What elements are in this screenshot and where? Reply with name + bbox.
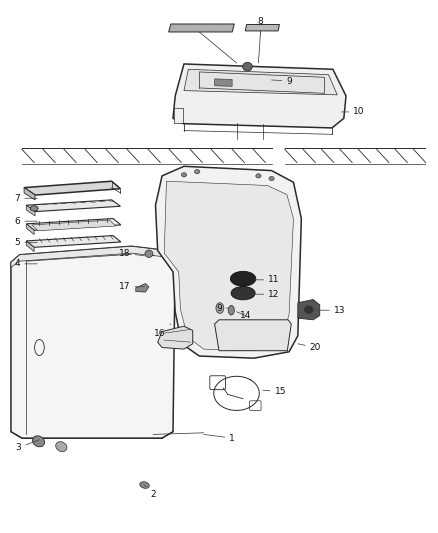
Ellipse shape: [228, 305, 234, 315]
Polygon shape: [215, 320, 291, 351]
Ellipse shape: [181, 173, 187, 177]
Polygon shape: [24, 188, 35, 200]
Polygon shape: [158, 326, 193, 349]
Ellipse shape: [230, 271, 256, 286]
Ellipse shape: [32, 436, 45, 447]
Text: 11: 11: [254, 276, 279, 284]
Text: 8: 8: [258, 17, 264, 35]
Polygon shape: [164, 181, 293, 351]
Polygon shape: [184, 69, 337, 95]
Polygon shape: [11, 246, 175, 268]
Ellipse shape: [145, 250, 153, 257]
Polygon shape: [11, 246, 175, 438]
Polygon shape: [155, 166, 301, 358]
FancyBboxPatch shape: [198, 185, 258, 199]
Text: 6: 6: [14, 217, 37, 225]
Polygon shape: [26, 241, 34, 252]
Text: 10: 10: [342, 108, 365, 116]
Polygon shape: [136, 284, 149, 292]
Text: 2: 2: [145, 485, 156, 499]
Ellipse shape: [243, 62, 252, 71]
Text: 4: 4: [15, 260, 37, 268]
Text: 9: 9: [216, 304, 228, 312]
Ellipse shape: [304, 306, 313, 313]
Ellipse shape: [216, 303, 224, 313]
Polygon shape: [32, 220, 116, 231]
Polygon shape: [26, 236, 121, 247]
Text: 1: 1: [204, 434, 235, 442]
Polygon shape: [24, 181, 120, 195]
Polygon shape: [26, 200, 120, 212]
Text: 18: 18: [119, 249, 145, 257]
Text: 5: 5: [14, 238, 37, 247]
Ellipse shape: [30, 206, 38, 211]
Ellipse shape: [194, 169, 200, 174]
Polygon shape: [215, 79, 232, 86]
Text: 13: 13: [320, 306, 345, 314]
Ellipse shape: [140, 482, 149, 488]
Polygon shape: [26, 224, 34, 235]
FancyBboxPatch shape: [198, 199, 258, 213]
Text: 20: 20: [298, 343, 321, 352]
Text: 14: 14: [237, 311, 251, 320]
Text: 16: 16: [154, 324, 171, 337]
Text: 17: 17: [119, 282, 145, 291]
Text: 7: 7: [14, 194, 37, 203]
Ellipse shape: [231, 287, 255, 300]
Text: 12: 12: [254, 290, 279, 298]
Ellipse shape: [256, 174, 261, 178]
Polygon shape: [169, 24, 234, 32]
Polygon shape: [26, 205, 35, 216]
Polygon shape: [298, 300, 320, 320]
Text: 9: 9: [272, 77, 292, 85]
Ellipse shape: [269, 176, 274, 181]
Ellipse shape: [56, 442, 67, 451]
Text: 15: 15: [263, 387, 286, 396]
Polygon shape: [174, 108, 183, 123]
Text: 3: 3: [15, 440, 39, 452]
Polygon shape: [173, 64, 346, 128]
Polygon shape: [26, 219, 121, 230]
Polygon shape: [245, 25, 279, 31]
